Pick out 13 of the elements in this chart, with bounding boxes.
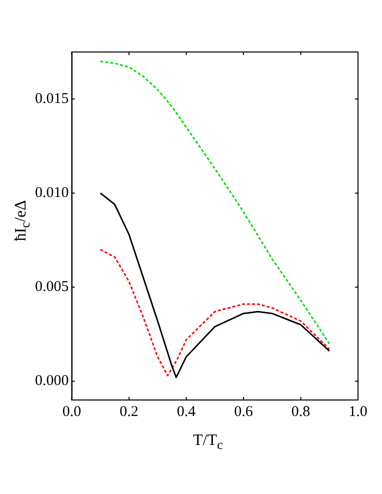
x-tick-label: 0.6 (234, 404, 254, 420)
y-tick-label: 0.015 (35, 90, 69, 107)
y-tick-label: 0.010 (35, 185, 69, 202)
x-tick-label: 0.0 (62, 404, 82, 420)
x-tick-label: 0.2 (120, 404, 138, 420)
x-tick-label: 1.0 (348, 404, 368, 420)
line-series (100, 60, 330, 344)
x-tick-label: 0.8 (291, 404, 310, 420)
line-series (100, 248, 330, 376)
x-axis-title: T/T$_{c}$ (192, 432, 224, 454)
y-tick-label: 0.000 (35, 373, 69, 390)
y-tick-label: 0.005 (35, 279, 69, 296)
x-tick-label: 0.4 (176, 404, 196, 420)
